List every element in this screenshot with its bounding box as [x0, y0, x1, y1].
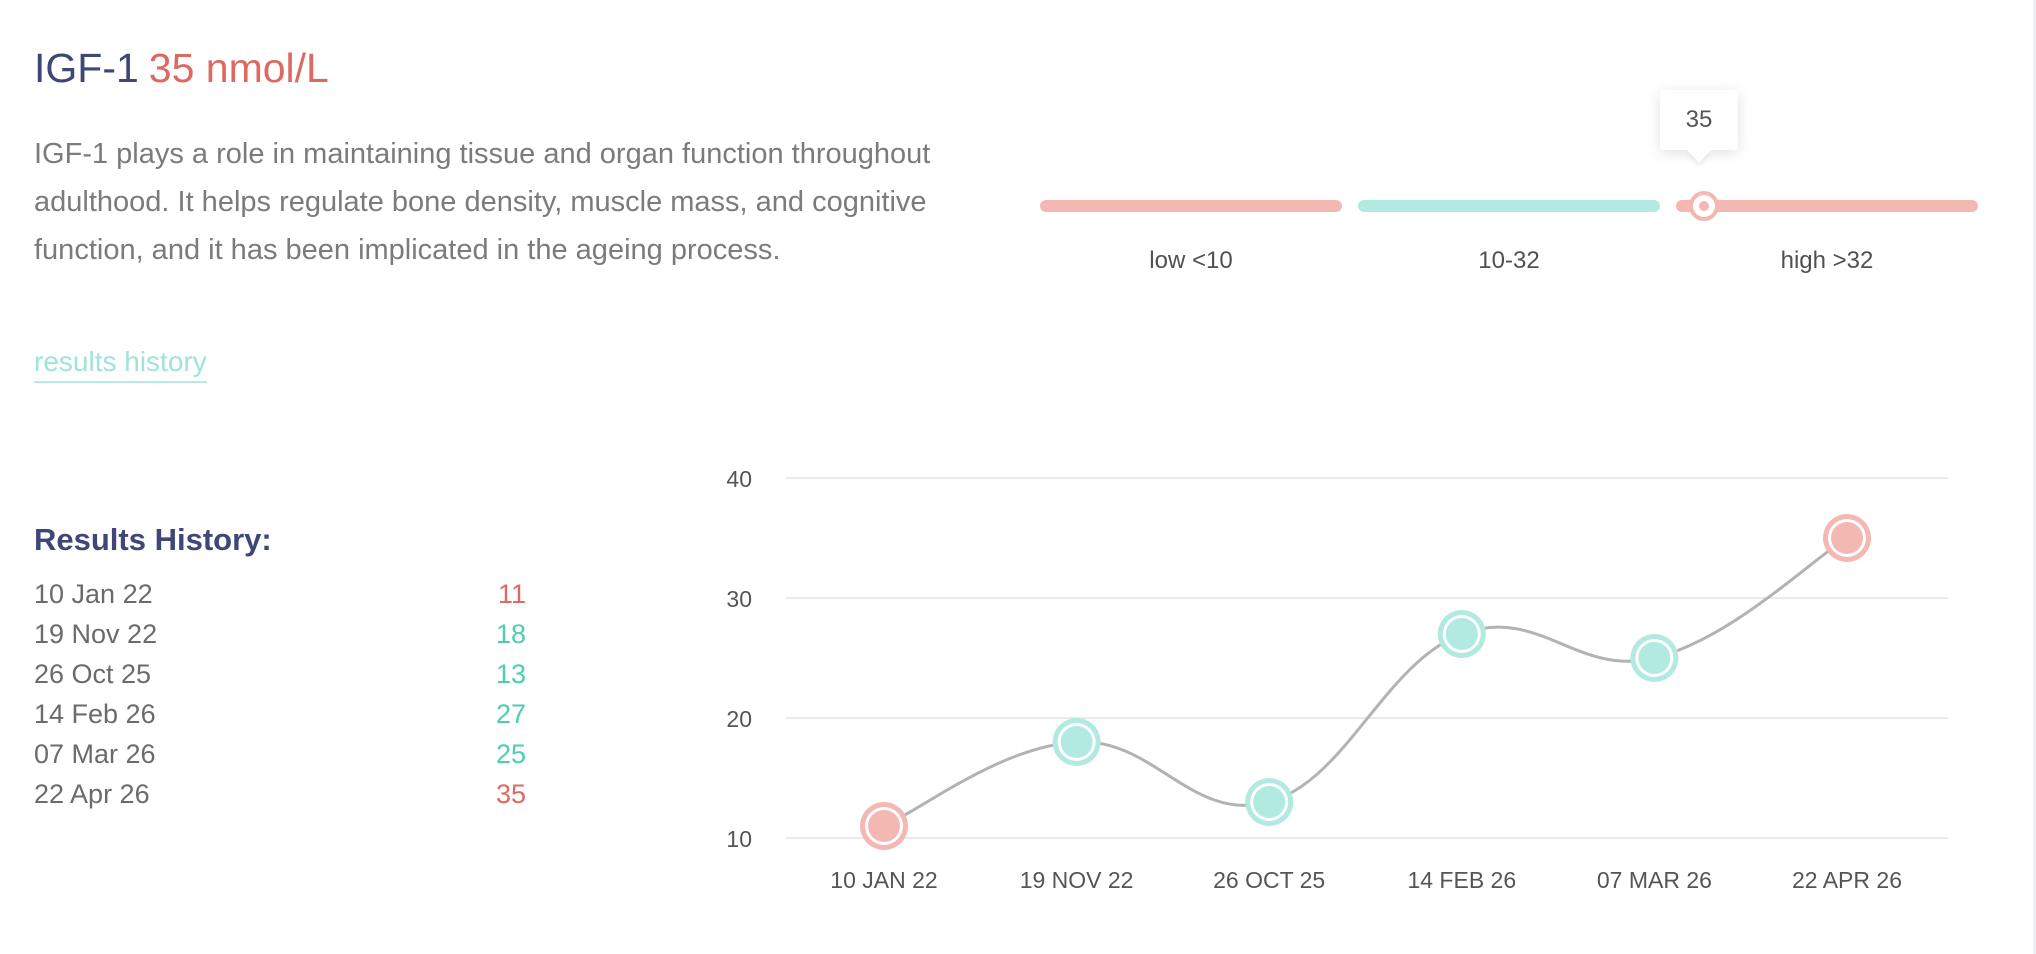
y-tick-label: 30: [726, 586, 752, 612]
range-segment-normal: [1358, 200, 1660, 212]
data-point: [868, 810, 900, 842]
history-value: 35: [495, 779, 526, 809]
history-date: 10 Jan 22: [34, 579, 153, 609]
history-row: 19 Nov 22 18: [34, 614, 526, 654]
history-row: 14 Feb 26 27: [34, 694, 526, 734]
history-row: 10 Jan 22 11: [34, 574, 526, 614]
y-tick-label: 40: [726, 466, 752, 492]
y-tick-label: 20: [726, 706, 752, 732]
history-date: 07 Mar 26: [34, 739, 156, 769]
series-line: [883, 536, 1848, 828]
range-segment-low: [1040, 200, 1342, 212]
data-point: [1831, 522, 1863, 554]
page-title: IGF-1 35 nmol/L: [34, 40, 329, 96]
history-value: 27: [495, 699, 526, 729]
data-point: [1445, 618, 1478, 650]
history-date: 26 Oct 25: [34, 659, 152, 689]
marker-dot: [1699, 201, 1709, 211]
results-line-chart: 10 20 30 40 10 JAN 22 19 NOV 22 26 OCT 25 14 FE…: [726, 466, 1948, 893]
value-tooltip: 35: [1660, 90, 1738, 150]
results-history-link[interactable]: results history: [34, 344, 207, 383]
history-date: 14 Feb 26: [34, 699, 156, 729]
current-value: 35 nmol/L: [148, 45, 329, 91]
history-value: 25: [495, 739, 526, 769]
history-row: 26 Oct 25 13: [34, 654, 526, 694]
history-row: 22 Apr 26 35: [34, 774, 526, 814]
data-point: [1060, 726, 1093, 758]
history-row: 07 Mar 26 25: [34, 734, 526, 774]
range-segment-high: [1676, 200, 1978, 212]
current-value-marker: [1689, 191, 1719, 221]
history-value: 11: [497, 579, 526, 609]
range-label-high: high >32: [1780, 247, 1874, 274]
data-point: [1253, 786, 1286, 818]
data-point: [1638, 642, 1671, 674]
y-tick-label: 10: [726, 826, 752, 852]
range-label-normal: 10-32: [1478, 247, 1540, 274]
history-value: 13: [495, 659, 526, 689]
range-label-low: low <10: [1149, 247, 1233, 274]
history-date: 19 Nov 22: [34, 619, 158, 649]
x-tick-label: 07 MAR 26: [1597, 867, 1712, 893]
x-tick-label: 22 APR 26: [1792, 867, 1902, 893]
x-tick-label: 10 JAN 22: [830, 867, 937, 893]
marker-name: IGF-1: [34, 45, 139, 91]
x-tick-label: 14 FEB 26: [1407, 867, 1516, 893]
history-date: 22 Apr 26: [34, 779, 150, 809]
scrollbar-edge: [2033, 0, 2036, 954]
x-tick-label: 19 NOV 22: [1020, 867, 1134, 893]
history-value: 18: [495, 619, 526, 649]
tooltip-arrow: [1687, 150, 1711, 163]
marker-description: IGF-1 plays a role in maintaining tissue…: [34, 138, 931, 266]
results-history-title: Results History:: [34, 522, 272, 557]
results-history-list: 10 Jan 22 11 19 Nov 22 18 26 Oct 25 13 14 Feb …: [34, 574, 526, 814]
range-bar: low <10 10-32 high >32 35: [1040, 80, 1980, 300]
x-tick-label: 26 OCT 25: [1213, 867, 1325, 893]
